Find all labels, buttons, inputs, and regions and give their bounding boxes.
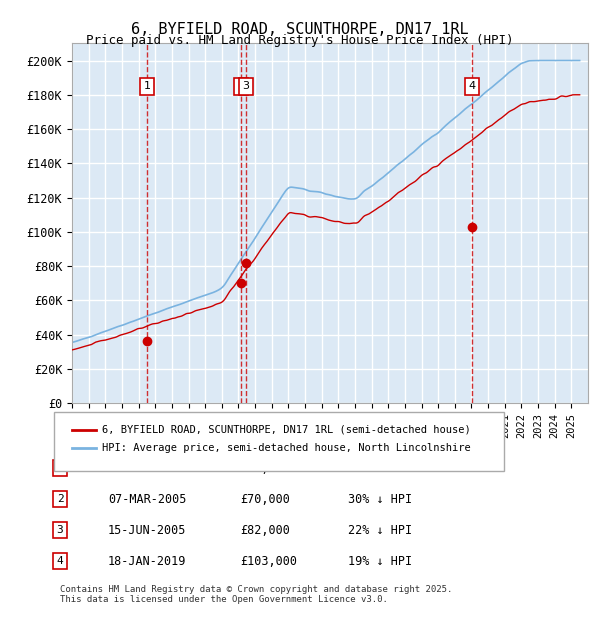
Text: 6, BYFIELD ROAD, SCUNTHORPE, DN17 1RL (semi-detached house): 6, BYFIELD ROAD, SCUNTHORPE, DN17 1RL (s… (102, 425, 471, 435)
Text: 07-MAR-2005: 07-MAR-2005 (108, 493, 187, 505)
Text: 3: 3 (242, 81, 250, 91)
Text: 2: 2 (238, 81, 245, 91)
Text: £70,000: £70,000 (240, 493, 290, 505)
Text: 6, BYFIELD ROAD, SCUNTHORPE, DN17 1RL: 6, BYFIELD ROAD, SCUNTHORPE, DN17 1RL (131, 22, 469, 37)
Text: 1: 1 (143, 81, 151, 91)
Text: £103,000: £103,000 (240, 555, 297, 567)
Text: 4: 4 (56, 556, 64, 566)
Text: 30% ↓ HPI: 30% ↓ HPI (348, 493, 412, 505)
Text: 9% ↓ HPI: 9% ↓ HPI (348, 462, 405, 474)
Text: £82,000: £82,000 (240, 524, 290, 536)
Text: 22% ↓ HPI: 22% ↓ HPI (348, 524, 412, 536)
Text: HPI: Average price, semi-detached house, North Lincolnshire: HPI: Average price, semi-detached house,… (102, 443, 471, 453)
Text: 1: 1 (56, 463, 64, 473)
Text: 4: 4 (469, 81, 476, 91)
Text: Price paid vs. HM Land Registry's House Price Index (HPI): Price paid vs. HM Land Registry's House … (86, 34, 514, 47)
Text: 19% ↓ HPI: 19% ↓ HPI (348, 555, 412, 567)
Text: 18-JAN-2019: 18-JAN-2019 (108, 555, 187, 567)
Text: £36,000: £36,000 (240, 462, 290, 474)
Text: 2: 2 (56, 494, 64, 504)
Text: 3: 3 (56, 525, 64, 535)
Text: Contains HM Land Registry data © Crown copyright and database right 2025.
This d: Contains HM Land Registry data © Crown c… (60, 585, 452, 604)
Text: 30-JUN-1999: 30-JUN-1999 (108, 462, 187, 474)
Text: 15-JUN-2005: 15-JUN-2005 (108, 524, 187, 536)
